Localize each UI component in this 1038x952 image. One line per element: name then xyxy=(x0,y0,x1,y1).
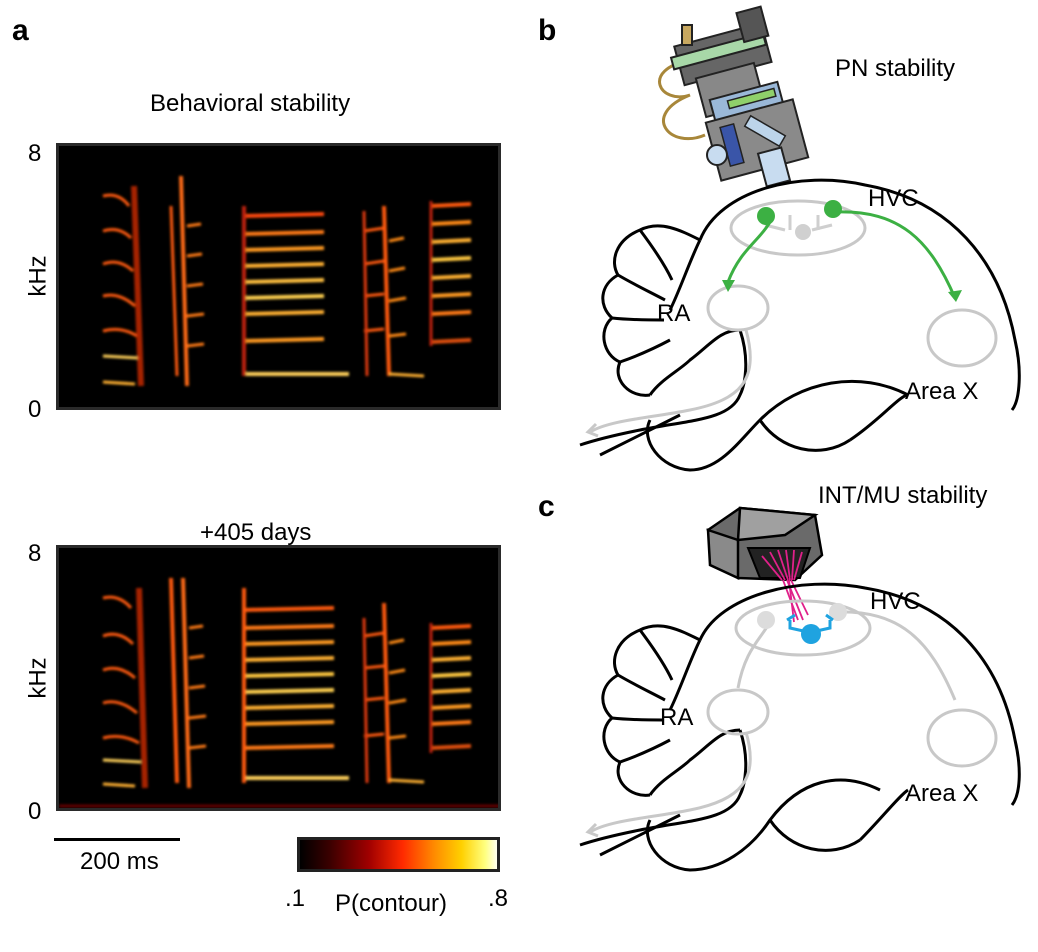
colorbar-min-label: .1 xyxy=(285,885,306,912)
panel-letter-a: a xyxy=(12,14,29,47)
panel-b-ra-label: RA xyxy=(657,300,691,327)
bottom-y-tick-max: 8 xyxy=(28,540,42,567)
panel-letter-b: b xyxy=(538,14,557,47)
top-y-tick-min: 0 xyxy=(28,396,42,423)
colorbar-label: P(contour) xyxy=(335,890,448,917)
top-y-tick-max: 8 xyxy=(28,140,42,167)
spectrogram-bottom xyxy=(56,545,501,811)
electrode-array-icon xyxy=(706,506,824,623)
panel-b-hvc-label: HVC xyxy=(868,185,919,212)
microscope-icon xyxy=(658,5,810,188)
colorbar-max-label: .8 xyxy=(488,885,509,912)
colorbar xyxy=(297,837,500,872)
panel-c-title: INT/MU stability xyxy=(818,482,988,509)
top-spectrogram-title: Behavioral stability xyxy=(150,90,351,117)
scale-bar-label: 200 ms xyxy=(80,848,159,875)
spectrogram-top-image xyxy=(102,175,472,387)
spectrogram-top xyxy=(56,143,501,410)
bottom-y-tick-min: 0 xyxy=(28,798,42,825)
panel-c-areax-label: Area X xyxy=(905,780,979,807)
panel-c-hvc-label: HVC xyxy=(870,588,921,615)
panel-c-ra-label: RA xyxy=(660,704,694,731)
bird-brain-icon xyxy=(579,582,1021,872)
panel-b-areax-label: Area X xyxy=(905,378,979,405)
bottom-spectrogram-title: +405 days xyxy=(200,519,312,546)
bird-brain-icon xyxy=(579,178,1021,472)
panel-b-title: PN stability xyxy=(835,55,956,82)
panel-letter-c: c xyxy=(538,490,555,523)
spectrogram-bottom-image xyxy=(59,577,498,808)
scale-bar-line xyxy=(54,838,180,841)
